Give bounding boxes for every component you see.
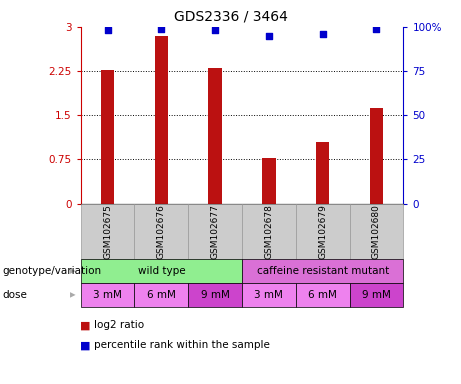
Text: 9 mM: 9 mM — [201, 290, 230, 300]
Text: 6 mM: 6 mM — [308, 290, 337, 300]
Point — [212, 27, 219, 33]
Bar — [101, 70, 114, 204]
Bar — [154, 36, 168, 204]
Text: percentile rank within the sample: percentile rank within the sample — [94, 340, 270, 350]
Text: GSM102675: GSM102675 — [103, 204, 112, 259]
Text: caffeine resistant mutant: caffeine resistant mutant — [257, 266, 389, 276]
Text: GSM102676: GSM102676 — [157, 204, 166, 259]
Text: GSM102680: GSM102680 — [372, 204, 381, 259]
Text: 3 mM: 3 mM — [254, 290, 284, 300]
Text: 9 mM: 9 mM — [362, 290, 391, 300]
Bar — [370, 108, 383, 204]
Text: ■: ■ — [80, 340, 90, 350]
Text: GDS2336 / 3464: GDS2336 / 3464 — [173, 10, 288, 23]
Point — [373, 26, 380, 32]
Bar — [208, 68, 222, 204]
Bar — [262, 157, 276, 204]
Text: genotype/variation: genotype/variation — [2, 266, 101, 276]
Text: GSM102677: GSM102677 — [211, 204, 219, 259]
Text: dose: dose — [2, 290, 27, 300]
Text: log2 ratio: log2 ratio — [94, 320, 144, 330]
Point — [319, 31, 326, 37]
Point — [158, 26, 165, 32]
Text: wild type: wild type — [137, 266, 185, 276]
Text: ■: ■ — [80, 320, 90, 330]
Point — [265, 33, 272, 39]
Bar — [316, 142, 330, 204]
Text: 3 mM: 3 mM — [93, 290, 122, 300]
Text: GSM102679: GSM102679 — [318, 204, 327, 259]
Text: GSM102678: GSM102678 — [265, 204, 273, 259]
Point — [104, 27, 111, 33]
Text: 6 mM: 6 mM — [147, 290, 176, 300]
